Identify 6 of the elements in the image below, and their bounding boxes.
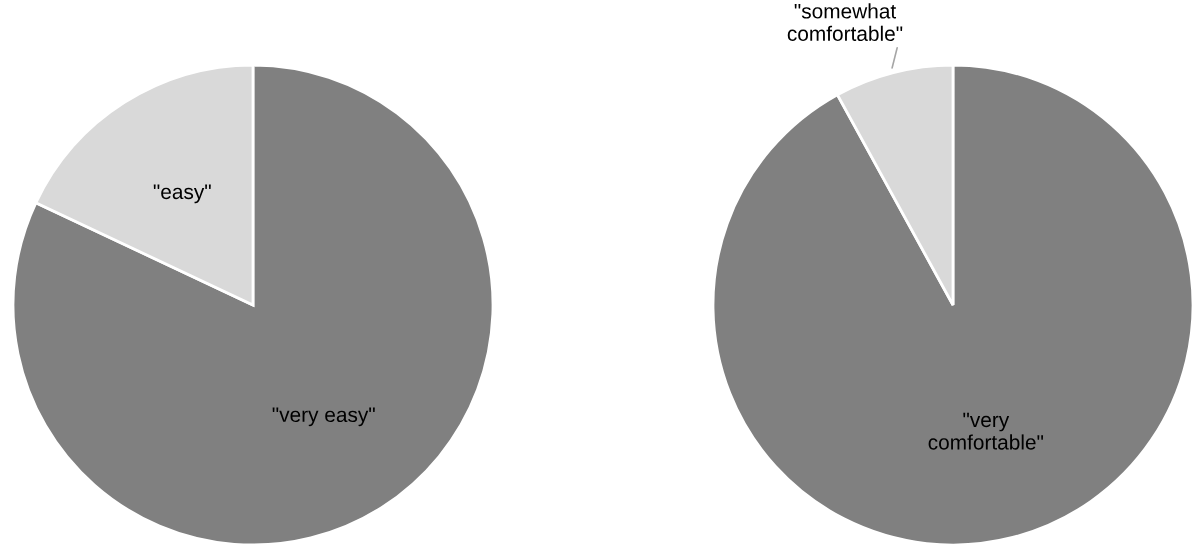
slice-label: "easy" [153, 184, 211, 204]
pie-slice [711, 63, 1192, 545]
pie-slice [11, 63, 495, 545]
slice-label: "somewhat comfortable" [787, 3, 903, 42]
slice-label: "very easy" [272, 407, 375, 427]
slice-label: "very comfortable" [928, 412, 1044, 450]
